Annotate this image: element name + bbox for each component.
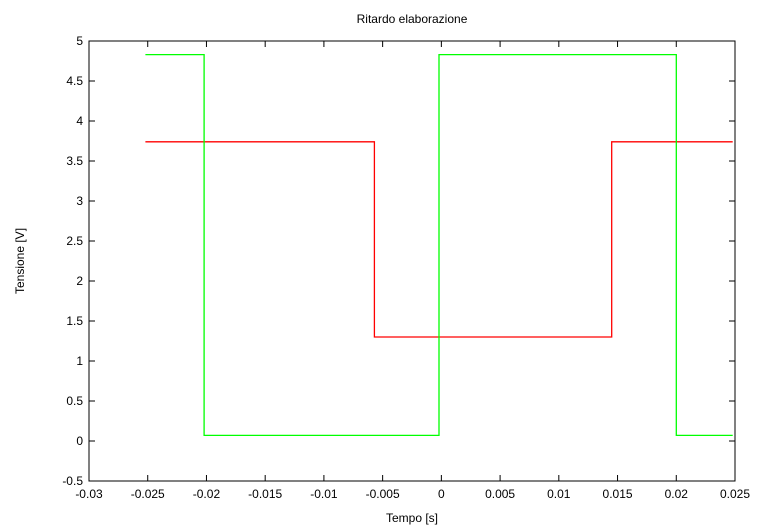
y-tick-label: 4.5 — [66, 74, 83, 88]
x-tick-label: -0.015 — [248, 487, 282, 501]
x-tick-label: 0.025 — [720, 487, 750, 501]
y-tick-label: 3 — [76, 194, 83, 208]
x-axis-label: Tempo [s] — [386, 511, 438, 525]
x-tick-label: -0.025 — [131, 487, 165, 501]
series-line-0 — [145, 141, 733, 338]
series-layer — [145, 53, 733, 437]
x-tick-label: 0.015 — [603, 487, 633, 501]
x-tick-label: 0 — [438, 487, 445, 501]
y-tick-label: 5 — [76, 34, 83, 48]
plot-frame — [88, 40, 736, 482]
y-tick-label: 1 — [76, 354, 83, 368]
y-tick-label: 1.5 — [66, 314, 83, 328]
y-axis-label: Tensione [V] — [13, 228, 27, 294]
x-tick-label: -0.02 — [193, 487, 221, 501]
x-tick-label: -0.01 — [310, 487, 338, 501]
x-tick-label: -0.005 — [366, 487, 400, 501]
y-tick-label: 3.5 — [66, 154, 83, 168]
y-tick-label: 0 — [76, 434, 83, 448]
chart-title: Ritardo elaborazione — [357, 12, 468, 26]
x-tick-label: 0.005 — [485, 487, 515, 501]
y-tick-label: 2 — [76, 274, 83, 288]
x-tick-label: 0.02 — [665, 487, 689, 501]
y-tick-label: 2.5 — [66, 234, 83, 248]
series-line-1 — [145, 53, 733, 437]
axis-ticks: -0.03 -0.025 -0.02 -0.015 -0.01 -0.005 0 0.005 0… — [62, 34, 750, 501]
y-tick-label: 4 — [76, 114, 83, 128]
x-tick-label: 0.01 — [547, 487, 571, 501]
y-tick-label: -0.5 — [62, 474, 83, 488]
y-tick-label: 0.5 — [66, 394, 83, 408]
x-tick-label: -0.03 — [75, 487, 103, 501]
